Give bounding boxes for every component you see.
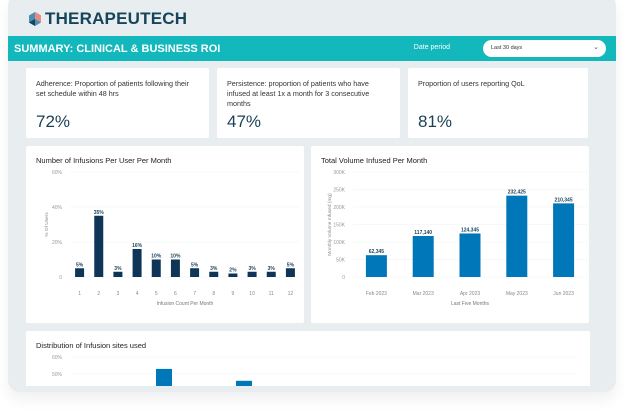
sites-chart: 60% 50%	[52, 355, 578, 386]
kpi-value: 47%	[227, 112, 262, 131]
date-period-value: Last 30 days	[491, 45, 523, 51]
data-label: 10%	[151, 254, 162, 260]
y-tick-label: 200K	[333, 205, 345, 211]
y-axis-label: Monthly Volume Infused (mg)	[327, 193, 333, 256]
bar	[506, 195, 528, 277]
infusions-chart: 0 20% 40% 60% 5% 1 35% 2 3% 3 16% 4 10% 5 10% 6 5% 7 3% 8 2%…	[44, 170, 300, 307]
y-tick-label: 50K	[336, 258, 346, 264]
data-label: 210,345	[555, 197, 573, 203]
y-tick-label: 300K	[333, 170, 345, 176]
x-tick-label: 11	[269, 291, 274, 297]
data-label: 3%	[248, 266, 256, 272]
y-axis-label: % Of Users	[44, 212, 50, 237]
x-tick-label: 2	[97, 291, 100, 297]
data-label: 35%	[94, 210, 105, 216]
chart-card-sites: Distribution of Infusion sites used 60% 5…	[26, 331, 590, 386]
chart-title: Number of Infusions Per User Per Month	[36, 156, 172, 165]
bar	[170, 259, 180, 277]
bar	[247, 271, 257, 277]
dashboard-window: THERAPEUTECH SUMMARY: CLINICAL & BUSINES…	[8, 0, 616, 392]
x-tick-label: 5	[155, 291, 158, 297]
data-label: 232,425	[508, 190, 526, 196]
x-tick-label: 8	[212, 291, 215, 297]
bar	[266, 271, 276, 277]
x-tick-label: 7	[193, 291, 196, 297]
volume-chart: 0 50K 100K 150K 200K 250K 300K 62,345 Feb 2023 11…	[327, 170, 587, 307]
kpi-label: Persistence: proportion of patients who …	[227, 79, 370, 108]
data-label: 3%	[210, 266, 218, 272]
bar	[459, 233, 481, 277]
x-tick-label: 6	[174, 291, 177, 297]
bar	[285, 268, 295, 277]
y-tick-label: 150K	[333, 223, 345, 229]
y-tick-label: 100K	[333, 240, 345, 246]
y-tick-label: 60%	[52, 355, 63, 361]
logo: THERAPEUTECH	[28, 9, 187, 29]
kpi-label: Adherence: Proportion of patients follow…	[36, 79, 190, 98]
logo-icon	[29, 12, 41, 26]
data-label: 10%	[170, 254, 181, 260]
chevron-down-icon: ⌄	[593, 44, 599, 51]
bar	[553, 203, 575, 277]
data-label: 3%	[114, 266, 122, 272]
x-axis-label: Infusion Count Per Month	[157, 301, 214, 307]
x-tick-label: Jun 2023	[553, 291, 574, 297]
x-tick-label: 9	[232, 291, 235, 297]
bar	[75, 268, 85, 277]
y-tick-label: 0	[342, 275, 345, 281]
chart-card-infusions: Number of Infusions Per User Per Month 0…	[26, 146, 304, 323]
bar	[209, 271, 219, 277]
data-label: 117,140	[414, 230, 432, 236]
x-tick-label: May 2023	[506, 291, 528, 297]
data-label: 2%	[229, 268, 237, 274]
y-tick-label: 250K	[333, 188, 345, 194]
kpi-label: Proportion of users reporting QoL	[418, 79, 525, 88]
data-label: 5%	[287, 262, 295, 268]
x-tick-label: 3	[117, 291, 120, 297]
y-tick-label: 20%	[52, 240, 63, 246]
y-tick-label: 40%	[52, 205, 63, 211]
bar	[151, 259, 161, 277]
data-label: 5%	[191, 262, 199, 268]
bar	[94, 215, 104, 277]
data-label: 62,345	[369, 249, 385, 255]
logo-text: THERAPEUTECH	[45, 9, 188, 28]
chart-title: Total Volume Infused Per Month	[321, 156, 428, 165]
bar	[156, 368, 172, 386]
data-label: 16%	[132, 243, 143, 249]
y-tick-label: 0	[59, 275, 62, 281]
bar	[412, 236, 434, 277]
bar	[132, 249, 142, 277]
data-label: 124,345	[461, 227, 479, 233]
x-tick-label: 12	[288, 291, 294, 297]
x-tick-label: 4	[136, 291, 139, 297]
kpi-value: 72%	[36, 112, 71, 131]
x-axis-label: Last Five Months	[451, 301, 490, 307]
x-tick-label: Apr 2023	[460, 291, 481, 297]
y-tick-label: 50%	[52, 372, 63, 378]
summary-banner: SUMMARY: CLINICAL & BUSINESS ROI Date pe…	[8, 36, 616, 61]
date-period-select[interactable]: Last 30 days ⌄	[483, 40, 606, 57]
x-tick-label: Feb 2023	[366, 291, 387, 297]
bar	[190, 268, 200, 277]
y-tick-label: 60%	[52, 170, 63, 176]
kpi-card-persistence: Persistence: proportion of patients who …	[217, 68, 400, 138]
data-label: 5%	[76, 262, 84, 268]
date-period-label: Date period	[413, 44, 450, 51]
kpi-card-adherence: Adherence: Proportion of patients follow…	[26, 68, 209, 138]
data-label: 3%	[268, 266, 276, 272]
x-tick-label: Mar 2023	[413, 291, 434, 297]
chart-title: Distribution of Infusion sites used	[36, 341, 147, 350]
x-tick-label: 1	[78, 291, 81, 297]
kpi-card-qol: Proportion of users reporting QoL 81%	[408, 68, 588, 138]
chart-card-volume: Total Volume Infused Per Month 0 50K 100K 1…	[311, 146, 589, 323]
kpi-value: 81%	[418, 112, 453, 131]
bar	[365, 255, 387, 277]
page-title: SUMMARY: CLINICAL & BUSINESS ROI	[14, 42, 221, 55]
bar	[236, 380, 252, 386]
bar	[228, 273, 238, 277]
bar	[113, 271, 123, 277]
x-tick-label: 10	[249, 291, 255, 297]
